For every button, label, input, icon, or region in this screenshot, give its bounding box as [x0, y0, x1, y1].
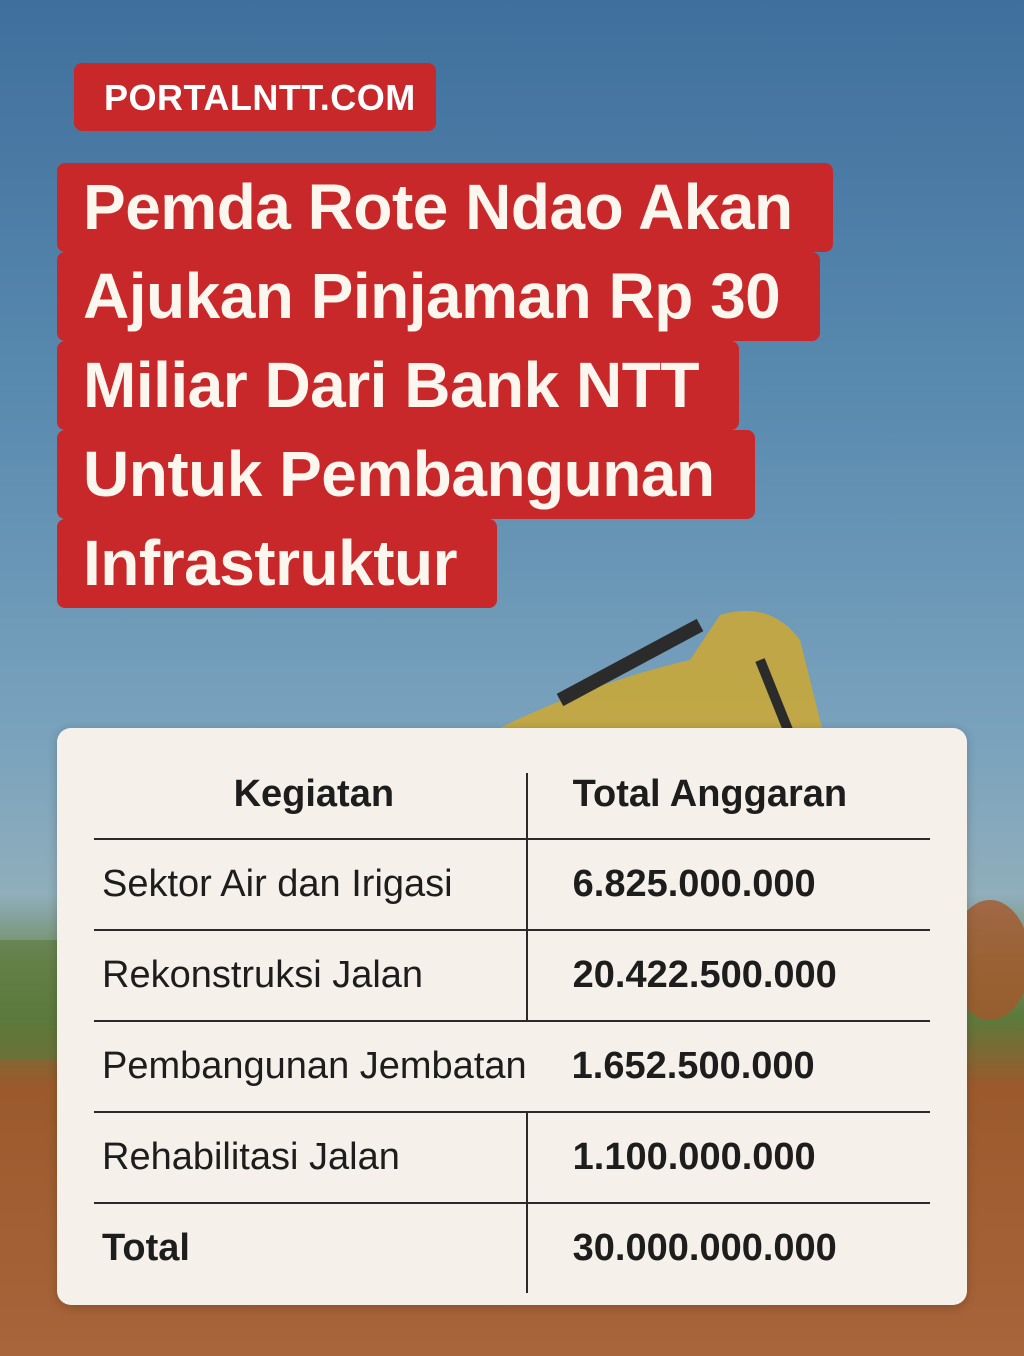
- headline: Pemda Rote Ndao Akan Ajukan Pinjaman Rp …: [57, 163, 833, 608]
- table-header-row: Kegiatan Total Anggaran: [94, 773, 930, 840]
- cell-kegiatan: Rehabilitasi Jalan: [94, 1111, 528, 1203]
- headline-line: Infrastruktur: [57, 519, 497, 608]
- header-kegiatan: Kegiatan: [94, 773, 528, 840]
- cell-anggaran: 1.652.500.000: [526, 1020, 930, 1112]
- headline-line: Pemda Rote Ndao Akan: [57, 163, 833, 252]
- table-row: Pembangunan Jembatan 1.652.500.000: [94, 1020, 930, 1112]
- cell-total-label: Total: [94, 1202, 528, 1293]
- table-row: Rekonstruksi Jalan 20.422.500.000: [94, 929, 930, 1021]
- cell-anggaran: 6.825.000.000: [526, 838, 930, 930]
- header-total-anggaran: Total Anggaran: [526, 773, 930, 840]
- budget-table-card: Kegiatan Total Anggaran Sektor Air dan I…: [57, 728, 967, 1305]
- cell-total-value: 30.000.000.000: [526, 1202, 930, 1293]
- cell-anggaran: 20.422.500.000: [526, 929, 930, 1021]
- brand-badge: PORTALNTT.COM: [74, 63, 436, 131]
- table-row: Rehabilitasi Jalan 1.100.000.000: [94, 1111, 930, 1203]
- cell-kegiatan: Rekonstruksi Jalan: [94, 929, 528, 1021]
- table-row: Sektor Air dan Irigasi 6.825.000.000: [94, 838, 930, 930]
- headline-line: Ajukan Pinjaman Rp 30: [57, 252, 821, 341]
- headline-line: Untuk Pembangunan: [57, 430, 755, 519]
- headline-line: Miliar Dari Bank NTT: [57, 341, 739, 430]
- table-total-row: Total 30.000.000.000: [94, 1202, 930, 1293]
- cell-anggaran: 1.100.000.000: [526, 1111, 930, 1203]
- cell-kegiatan: Pembangunan Jembatan: [94, 1020, 527, 1112]
- cell-kegiatan: Sektor Air dan Irigasi: [94, 838, 528, 930]
- budget-table: Kegiatan Total Anggaran Sektor Air dan I…: [94, 773, 930, 1293]
